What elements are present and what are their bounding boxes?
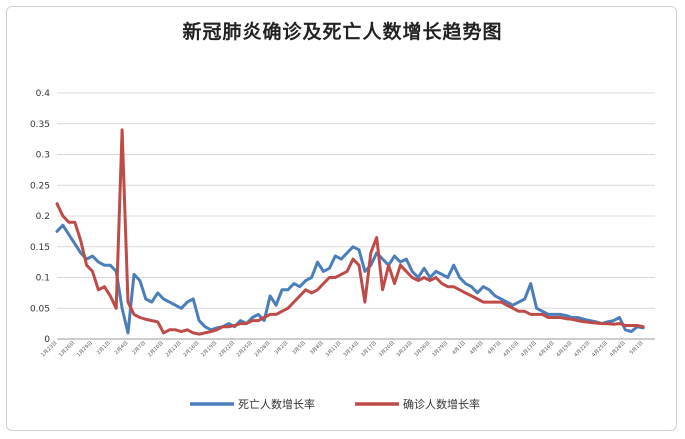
x-tick-label: 2月16日 [182,340,200,358]
x-tick-label: 4月28日 [609,340,627,358]
y-tick-label: 0.25 [30,181,50,191]
x-tick-label: 2月10日 [147,340,165,358]
x-tick-label: 5月1日 [629,340,645,356]
x-tick-label: 4月22日 [573,340,591,358]
x-tick-label: 3月20日 [378,340,396,358]
x-tick-label: 4月1日 [451,340,467,356]
x-tick-label: 2月25日 [236,340,254,358]
x-axis-ticks: 1月23日 1月26日 1月29日 2月1日 2月4日 2月7日 2月10日 2月13日 2月1… [40,340,644,358]
y-tick-label: 0.15 [30,243,50,253]
x-tick-label: 2月19日 [200,340,218,358]
x-tick-label: 4月16日 [538,340,556,358]
x-tick-label: 4月13日 [520,340,538,358]
series-line-1 [55,223,645,335]
y-tick-label: 0.3 [36,151,50,161]
x-tick-label: 4月19日 [555,340,573,358]
x-tick-label: 3月11日 [325,340,343,358]
x-tick-label: 4月4日 [469,340,485,356]
x-tick-label: 2月1日 [96,340,112,356]
gridlines [57,92,655,340]
x-tick-label: 3月14日 [342,340,360,358]
x-tick-label: 2月7日 [131,340,147,356]
x-tick-label: 4月25日 [591,340,609,358]
legend: 死亡人数增长率 确诊人数增长率 [190,397,480,411]
y-tick-label: 0.1 [36,274,50,284]
x-tick-label: 3月17日 [360,340,378,358]
x-tick-label: 3月2日 [274,340,290,356]
y-tick-label: 0.35 [30,120,50,130]
x-tick-label: 2月13日 [165,340,183,358]
x-tick-label: 3月23日 [396,340,414,358]
x-tick-label: 1月29日 [76,340,94,358]
x-tick-label: 3月5日 [291,340,307,356]
series-lines [55,128,645,336]
x-tick-label: 4月7日 [487,340,503,356]
y-tick-label: 0.4 [36,89,51,99]
x-tick-label: 3月29日 [431,340,449,358]
legend-label: 死亡人数增长率 [238,397,315,411]
x-tick-label: 2月22日 [218,340,236,358]
y-tick-label: 0.05 [30,304,50,314]
x-tick-label: 2月4日 [114,340,130,356]
legend-label: 确诊人数增长率 [403,397,480,411]
x-tick-label: 2月28日 [253,340,271,358]
y-axis-ticks: 0 0.05 0.1 0.15 0.2 0.25 0.3 0.35 0.4 [30,89,50,345]
y-tick-label: 0.2 [36,212,50,222]
x-tick-label: 3月26日 [413,340,431,358]
chart-title: 新冠肺炎确诊及死亡人数增长趋势图 [182,21,503,43]
y-tick-label: 0 [44,335,50,345]
series-line-2 [55,128,645,336]
x-tick-label: 4月10日 [502,340,520,358]
x-tick-label: 1月26日 [58,340,76,358]
x-tick-label: 3月8日 [309,340,325,356]
